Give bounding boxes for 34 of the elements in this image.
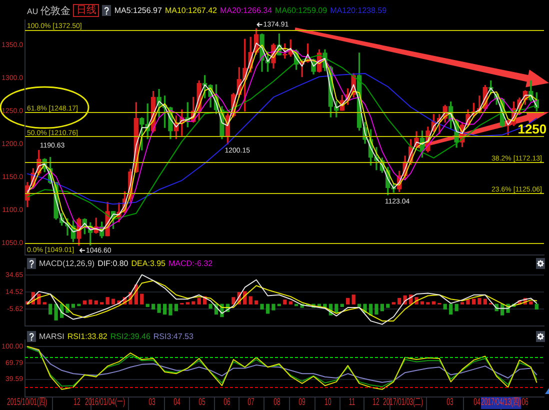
x-tick-label: 04	[174, 397, 180, 409]
x-tick-label: 05	[199, 397, 206, 409]
x-tick-label: 04	[474, 397, 480, 409]
x-tick-label: 06	[224, 397, 230, 409]
text: MA60:1259.09	[275, 6, 328, 15]
x-tick-label: 2017/01/03(二)	[383, 397, 424, 409]
annotation: 1250	[518, 121, 547, 136]
x-tick-label: 03	[446, 397, 454, 409]
x-tick-label: 10	[324, 397, 332, 409]
text: DEA:3.95	[131, 259, 166, 268]
x-tick-label: 2015/10/01(四)	[7, 397, 48, 409]
x-tick-label: 12	[373, 397, 380, 409]
annotation: MACD:-6.32	[168, 259, 213, 268]
text: MA10:1267.42	[164, 6, 217, 15]
x-tick-label: 07	[248, 397, 255, 409]
chart-title: MACD(12,26,9)	[39, 259, 95, 268]
x-tick-label: 09	[298, 397, 306, 409]
series-label: DIF:0.80	[98, 259, 128, 268]
chart-title: MARSI	[39, 332, 64, 341]
legend-label: MA5:1256.97	[114, 6, 162, 15]
x-tick-label: 06	[522, 397, 529, 409]
text: MA120:1238.59	[330, 6, 387, 15]
x-tick-label: 03	[148, 397, 156, 409]
text: MA20:1266.34	[220, 6, 272, 15]
text: RSI1:33.82	[67, 332, 108, 341]
chart-title: AU 伦敦金	[27, 4, 70, 18]
annotation: 2017/04/13(四)	[481, 397, 522, 409]
chart-subtitle: 日线	[76, 5, 96, 16]
x-tick-label: 11	[348, 397, 356, 409]
text: RSI2:39.46	[110, 332, 150, 341]
text: RSI3:47.53	[153, 332, 194, 341]
x-tick-label: 2016/01/04(一)	[85, 397, 126, 409]
x-tick-label: 12	[74, 397, 81, 409]
x-tick-label: 08	[273, 397, 280, 409]
